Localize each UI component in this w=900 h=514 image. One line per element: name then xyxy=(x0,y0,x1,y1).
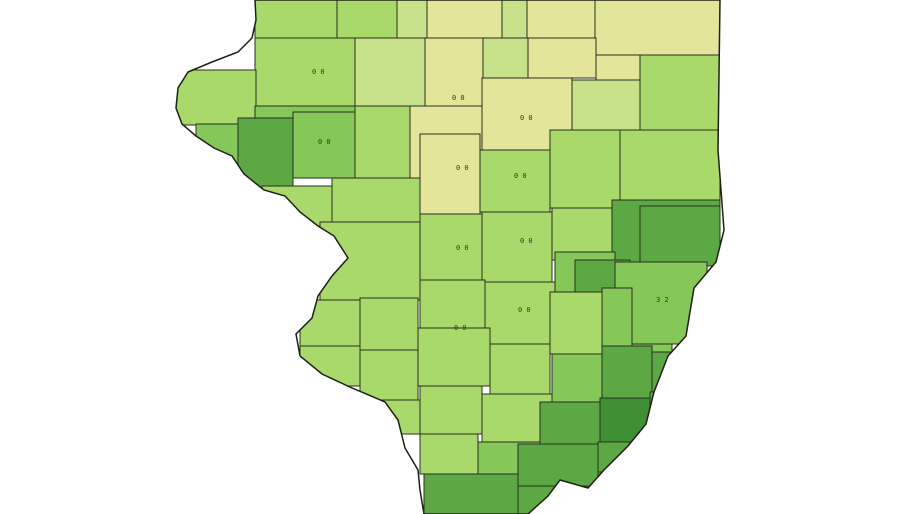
county-7 xyxy=(594,0,721,56)
state-outline xyxy=(175,0,725,514)
county-53 xyxy=(551,353,603,403)
county-62 xyxy=(423,473,519,514)
county-8 xyxy=(254,37,356,107)
county-4 xyxy=(426,0,503,39)
county-label: 0 0 xyxy=(456,244,469,252)
county-label: 0 0 xyxy=(520,114,533,122)
county-32 xyxy=(481,211,553,283)
county-43 xyxy=(359,297,419,351)
county-6 xyxy=(526,0,596,39)
county-label: 0 0 xyxy=(318,138,331,146)
county-label: 0 0 xyxy=(518,306,531,314)
county-57 xyxy=(419,433,479,475)
county-12 xyxy=(527,37,597,79)
county-63 xyxy=(517,443,599,487)
county-10 xyxy=(424,37,484,107)
county-47 xyxy=(601,287,633,347)
county-30 xyxy=(331,177,421,223)
county-label: 0 0 xyxy=(452,94,465,102)
county-28 xyxy=(619,129,721,201)
county-23 xyxy=(292,111,356,179)
county-54 xyxy=(601,345,653,399)
county-20 xyxy=(571,79,641,131)
county-17 xyxy=(354,105,411,179)
county-25 xyxy=(419,133,481,215)
county-5 xyxy=(501,0,528,39)
county-label: 3 2 xyxy=(656,296,669,304)
county-50 xyxy=(359,349,419,401)
county-35 xyxy=(639,205,721,267)
county-label: 0 0 xyxy=(520,237,533,245)
county-2 xyxy=(336,0,398,39)
county-14 xyxy=(639,54,721,131)
county-9 xyxy=(354,37,426,107)
county-label: 0 0 xyxy=(514,172,527,180)
county-44 xyxy=(417,327,491,387)
county-31 xyxy=(419,213,483,281)
county-3 xyxy=(396,0,428,39)
county-38 xyxy=(484,281,556,345)
county-label: 0 0 xyxy=(456,164,469,172)
county-51 xyxy=(419,385,483,435)
county-26 xyxy=(479,149,551,213)
county-1 xyxy=(254,0,338,39)
county-45 xyxy=(489,343,551,395)
county-label: 0 0 xyxy=(454,324,467,332)
county-46 xyxy=(549,291,603,355)
county-27 xyxy=(549,129,621,209)
county-label: 0 0 xyxy=(312,68,325,76)
county-11 xyxy=(482,37,529,79)
county-37 xyxy=(419,279,486,329)
county-59 xyxy=(539,401,601,447)
county-15 xyxy=(176,69,257,126)
